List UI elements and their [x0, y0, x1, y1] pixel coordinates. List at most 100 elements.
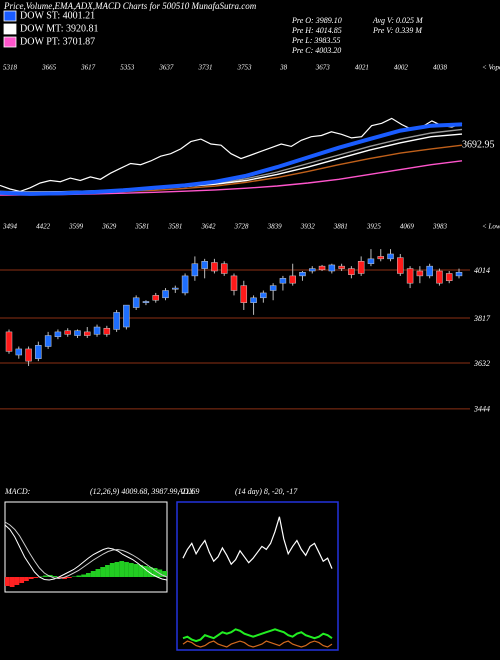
panel-params: (12,26,9) 4009.68, 3987.99, 21.69 — [90, 487, 199, 496]
candle-body — [142, 301, 150, 303]
top-label: 3925 — [366, 223, 382, 231]
top-label: 3637 — [158, 64, 174, 72]
chart-title: Price,Volume,EMA,ADX,MACD Charts for 500… — [3, 1, 257, 11]
candle-body — [132, 297, 140, 308]
top-label: 4002 — [394, 64, 409, 72]
candle-body — [338, 265, 345, 269]
histogram-bar — [24, 577, 29, 581]
candle-body — [44, 335, 52, 347]
histogram-bar — [14, 577, 20, 585]
histogram-bar — [76, 575, 82, 577]
candle-body — [152, 295, 159, 301]
top-label: 3753 — [237, 64, 253, 72]
candle-body — [357, 261, 365, 274]
y-tick-label: 3444 — [473, 405, 490, 414]
histogram-bar — [105, 565, 110, 577]
candle-body — [93, 326, 101, 335]
line-series — [182, 516, 333, 569]
candle-body — [220, 263, 228, 274]
y-tick-label: 3817 — [473, 314, 491, 323]
candle-body — [54, 331, 62, 338]
top-label: 3599 — [68, 223, 84, 231]
legend-label: DOW MT: 3920.81 — [20, 23, 98, 34]
candle-body — [260, 292, 267, 299]
annotation: 3692.95 — [462, 139, 495, 150]
candle-body — [250, 297, 257, 303]
candle-body — [269, 285, 277, 291]
histogram-bar — [9, 577, 15, 587]
stat: Pre H: 4014.85 — [291, 26, 342, 35]
candle-body — [201, 261, 208, 269]
histogram-bar — [66, 577, 72, 578]
line-series — [0, 122, 463, 196]
histogram-bar — [19, 577, 25, 583]
histogram-bar — [147, 567, 153, 577]
line-series — [182, 628, 333, 643]
histogram-bar — [28, 577, 34, 579]
candle-body — [230, 275, 238, 291]
top-label: 3665 — [41, 64, 57, 72]
histogram-bar — [95, 569, 101, 577]
histogram-bar — [109, 563, 115, 577]
candle-body — [387, 253, 394, 260]
candle-body — [74, 330, 81, 336]
panel-title: ADX — [177, 487, 195, 496]
candle-body — [162, 290, 169, 299]
legend-swatch — [3, 23, 17, 35]
stat: Pre O: 3989.10 — [291, 16, 342, 25]
stat: Pre C: 4003.20 — [291, 46, 341, 55]
corner-label: < Vopo — [482, 64, 500, 72]
top-label: 3983 — [432, 223, 448, 231]
histogram-bar — [124, 562, 129, 577]
top-label: 3629 — [101, 223, 117, 231]
legend-label: DOW ST: 4001.21 — [20, 10, 95, 21]
line-series — [4, 521, 168, 580]
legend-swatch — [3, 36, 17, 48]
histogram-bar — [90, 571, 96, 577]
stat: Pre L: 3983.55 — [291, 36, 340, 45]
top-label: 3617 — [80, 64, 96, 72]
y-tick-label: 4014 — [474, 266, 490, 275]
histogram-bar — [143, 566, 148, 577]
top-label: 5353 — [120, 64, 135, 72]
candle-body — [406, 268, 414, 284]
histogram-bar — [119, 561, 125, 577]
histogram-bar — [133, 564, 139, 577]
candle-body — [416, 270, 424, 277]
candle-body — [181, 275, 189, 294]
histogram-bar — [33, 577, 39, 578]
candle-body — [25, 348, 32, 362]
stat: Pre V: 0.339 M — [372, 26, 423, 35]
histogram-bar — [52, 576, 58, 577]
histogram-bar — [38, 576, 44, 577]
panel-params: (14 day) 8, -20, -17 — [235, 487, 298, 496]
candle-body — [289, 275, 296, 284]
candle-body — [123, 304, 130, 328]
candle-body — [103, 327, 111, 335]
histogram-bar — [43, 575, 48, 577]
legend-swatch — [3, 10, 17, 22]
top-label: 3494 — [2, 223, 18, 231]
top-label: 3581 — [167, 223, 182, 231]
top-label: 4021 — [355, 64, 369, 72]
candle-body — [35, 345, 42, 359]
candle-body — [455, 271, 463, 277]
y-tick-label: 3632 — [473, 359, 490, 368]
top-label: 3881 — [333, 223, 348, 231]
line-series — [182, 640, 333, 648]
candle-body — [15, 348, 23, 356]
top-label: 4038 — [433, 64, 448, 72]
candle-body — [328, 264, 336, 272]
candle-body — [279, 278, 287, 284]
panel-title: MACD: — [4, 487, 31, 496]
candle-body — [172, 287, 179, 290]
top-label: 3728 — [234, 223, 250, 231]
candle-body — [397, 257, 404, 274]
histogram-bar — [128, 563, 134, 577]
panel-frame — [176, 501, 339, 651]
top-label: 5318 — [3, 64, 18, 72]
candle-body — [64, 330, 71, 335]
histogram-bar — [62, 577, 67, 579]
histogram-bar — [138, 565, 144, 577]
